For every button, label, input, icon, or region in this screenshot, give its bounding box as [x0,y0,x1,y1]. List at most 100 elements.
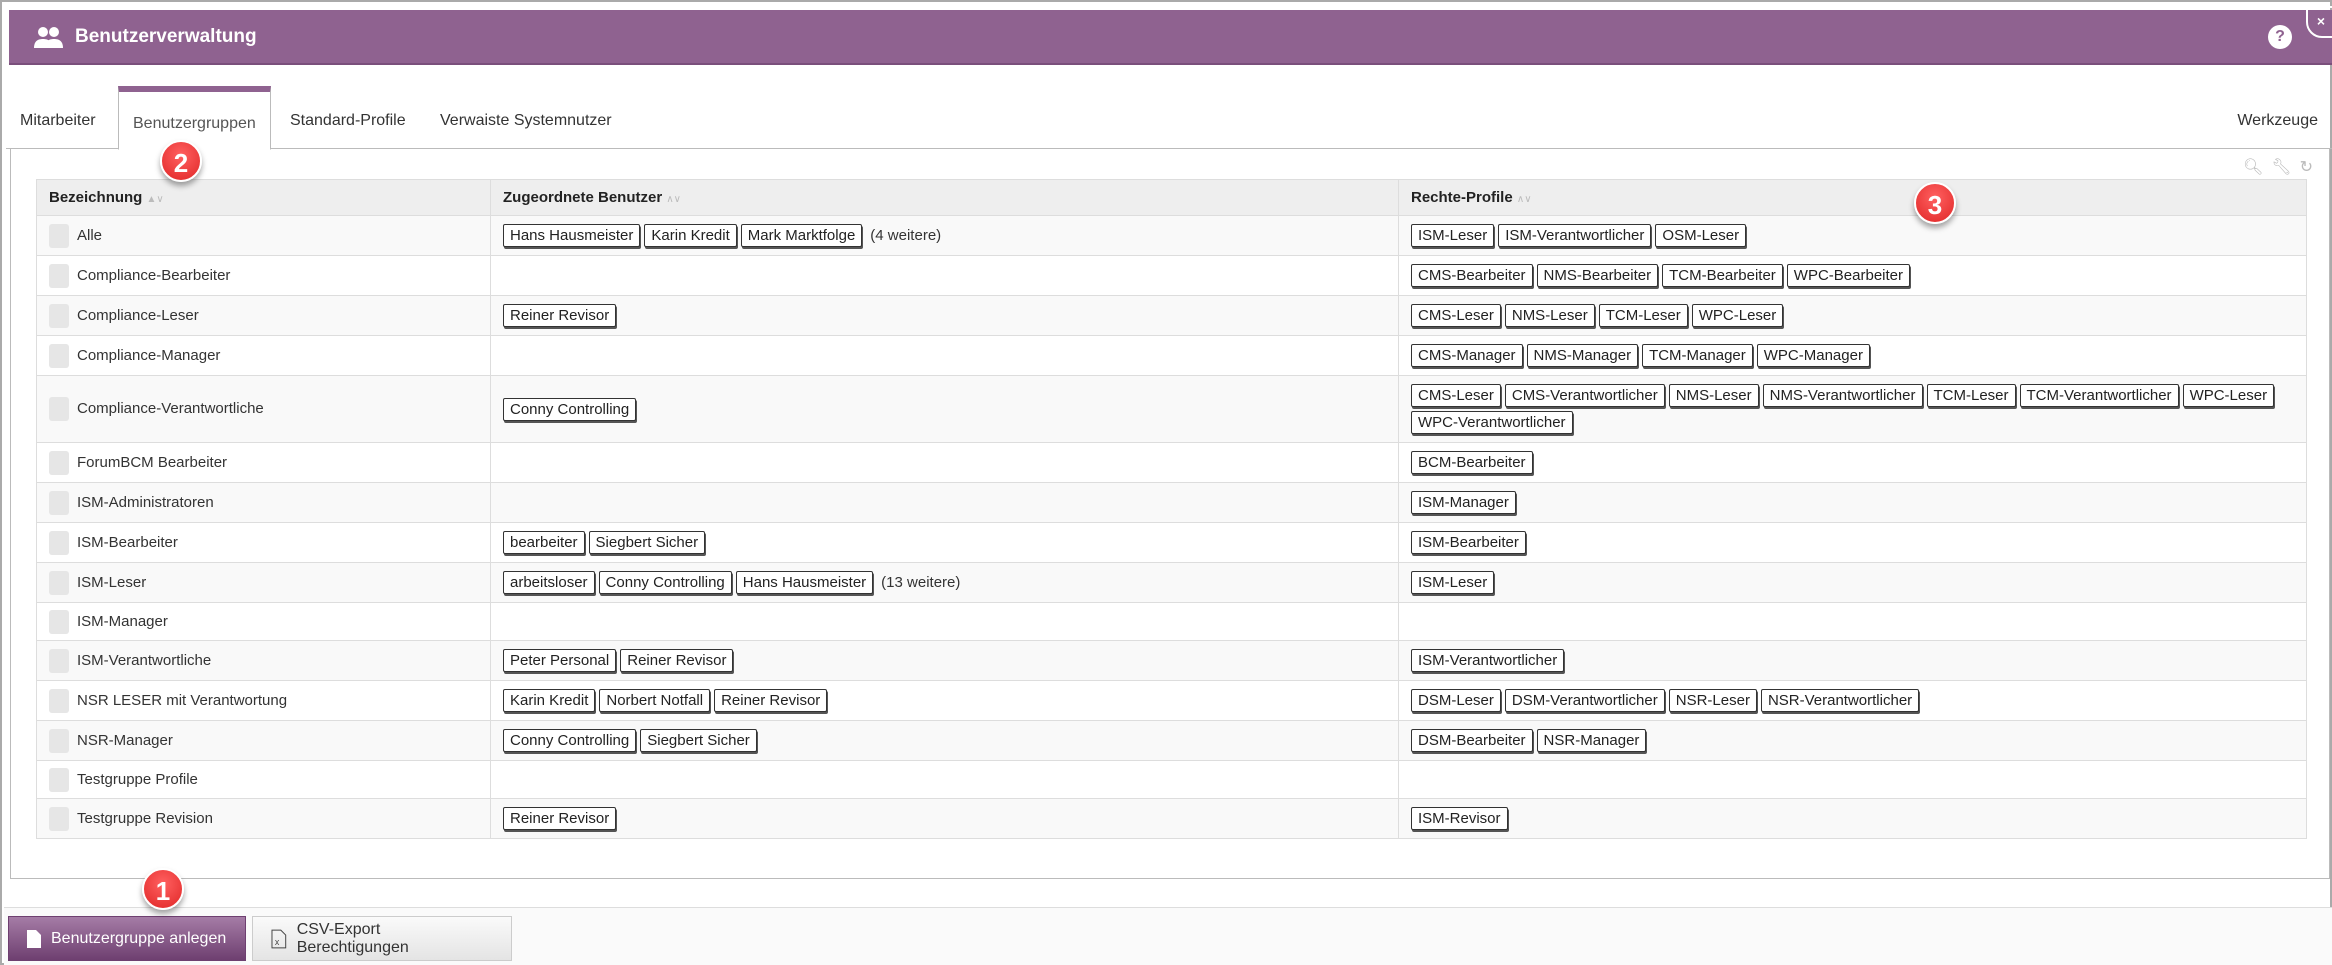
close-icon[interactable]: × [2306,6,2332,38]
profile-tag[interactable]: WPC-Verantwortlicher [1411,411,1573,434]
user-tag[interactable]: Siegbert Sicher [640,729,757,752]
table-row[interactable]: Compliance-Bearbeiter CMS-Bearbeiter NMS-B… [36,255,2307,296]
profile-tag[interactable]: CMS-Leser [1411,304,1501,327]
tab-mitarbeiter[interactable]: Mitarbeiter [20,112,96,129]
profile-tag[interactable]: ISM-Leser [1411,571,1495,594]
profile-tag[interactable]: TCM-Bearbeiter [1662,264,1783,287]
profile-tag[interactable]: WPC-Manager [1756,344,1870,367]
profile-tag[interactable]: NSR-Manager [1536,729,1647,752]
group-name-cell[interactable]: ForumBCM Bearbeiter [36,442,491,483]
column-header-benutzer[interactable]: Zugeordnete Benutzer ∧∨ [490,179,1399,216]
profile-tag[interactable]: DSM-Bearbeiter [1411,729,1533,752]
profile-tag[interactable]: NSR-Verantwortlicher [1760,689,1920,712]
table-row[interactable]: Testgruppe Profile [36,760,2307,799]
profile-tag[interactable]: NMS-Leser [1504,304,1595,327]
profile-tag[interactable]: BCM-Bearbeiter [1411,451,1533,474]
table-row[interactable]: NSR-Manager Conny Controlling Siegbert Sic… [36,720,2307,761]
group-name-cell[interactable]: Testgruppe Profile [36,760,491,799]
user-tag[interactable]: Reiner Revisor [714,689,828,712]
profile-tag[interactable]: NMS-Verantwortlicher [1762,384,1923,407]
profile-tag[interactable]: NMS-Leser [1668,384,1759,407]
group-name-cell[interactable]: Compliance-Manager [36,335,491,376]
group-name-cell[interactable]: NSR LESER mit Verantwortung [36,680,491,721]
profile-tag[interactable]: NMS-Manager [1526,344,1639,367]
user-tag[interactable]: Reiner Revisor [620,649,734,672]
user-tag[interactable]: Karin Kredit [644,224,737,247]
profile-tag[interactable]: WPC-Leser [2182,384,2275,407]
sort-icon[interactable]: ▲∨ [146,194,164,205]
profile-tag[interactable]: ISM-Verantwortlicher [1498,224,1652,247]
profile-tag[interactable]: NSR-Leser [1668,689,1757,712]
profile-tag[interactable]: CMS-Manager [1411,344,1523,367]
profile-tag[interactable]: CMS-Bearbeiter [1411,264,1533,287]
user-tag[interactable]: Karin Kredit [503,689,596,712]
group-name-cell[interactable]: Testgruppe Revision [36,798,491,839]
user-tag[interactable]: Reiner Revisor [503,807,617,830]
group-name-cell[interactable]: Compliance-Verantwortliche [36,375,491,443]
group-name-cell[interactable]: Compliance-Leser [36,295,491,336]
profile-tag[interactable]: CMS-Verantwortlicher [1504,384,1665,407]
csv-export-button[interactable]: x CSV-Export Berechtigungen [252,916,512,961]
table-row[interactable]: Compliance-Verantwortliche Conny Controll… [36,375,2307,443]
profile-tag[interactable]: TCM-Verantwortlicher [2019,384,2179,407]
profile-tag[interactable]: ISM-Manager [1411,491,1516,514]
create-group-button[interactable]: Benutzergruppe anlegen [8,916,246,961]
user-tag[interactable]: Conny Controlling [503,397,637,421]
profile-tag[interactable]: DSM-Verantwortlicher [1504,689,1665,712]
user-tag[interactable]: Hans Hausmeister [735,571,874,594]
user-tag[interactable]: Reiner Revisor [503,304,617,327]
profile-tag[interactable]: ISM-Revisor [1411,807,1508,830]
table-row[interactable]: ISM-Administratoren ISM-Manager [36,482,2307,523]
sort-icon[interactable]: ∧∨ [1516,194,1532,205]
table-row[interactable]: ISM-Manager [36,602,2307,641]
profile-tag[interactable]: TCM-Manager [1642,344,1753,367]
group-name-cell[interactable]: NSR-Manager [36,720,491,761]
sort-icon[interactable]: ∧∨ [666,194,681,205]
group-name-cell[interactable]: Alle [36,215,491,256]
user-tag[interactable]: arbeitsloser [503,571,595,594]
table-row[interactable]: ISM-Leser arbeitsloser Conny Controlling Ha… [36,562,2307,603]
user-tag[interactable]: Norbert Notfall [599,689,711,712]
user-tag[interactable]: Hans Hausmeister [503,224,641,247]
user-tag[interactable]: Peter Personal [503,649,617,672]
group-name-cell[interactable]: ISM-Administratoren [36,482,491,523]
search-icon[interactable]: 🔍︎ [2242,159,2264,176]
profile-tag[interactable]: NMS-Bearbeiter [1536,264,1659,287]
user-tag[interactable]: bearbeiter [503,531,585,554]
group-name-cell[interactable]: ISM-Manager [36,602,491,641]
group-name-cell[interactable]: ISM-Verantwortliche [36,640,491,681]
profile-tag[interactable]: ISM-Verantwortlicher [1411,649,1565,672]
profile-tag[interactable]: TCM-Leser [1598,304,1688,327]
tab-benutzergruppen[interactable]: Benutzergruppen [118,86,271,150]
profile-tag[interactable]: WPC-Bearbeiter [1786,264,1910,287]
table-row[interactable]: NSR LESER mit Verantwortung Karin Kredit N… [36,680,2307,721]
table-row[interactable]: ForumBCM Bearbeiter BCM-Bearbeiter [36,442,2307,483]
profile-tag[interactable]: DSM-Leser [1411,689,1501,712]
table-row[interactable]: Testgruppe Revision Reiner Revisor ISM-Rev… [36,798,2307,839]
group-name-cell[interactable]: Compliance-Bearbeiter [36,255,491,296]
user-tag[interactable]: Siegbert Sicher [588,531,706,554]
table-row[interactable]: Compliance-Manager CMS-Manager NMS-Manager… [36,335,2307,376]
profile-tag[interactable]: CMS-Leser [1411,384,1501,407]
user-tag[interactable]: Mark Marktfolge [740,224,863,247]
profile-tag[interactable]: WPC-Leser [1691,304,1784,327]
help-icon[interactable]: ? [2268,25,2292,49]
group-name-cell[interactable]: ISM-Bearbeiter [36,522,491,563]
user-tag[interactable]: Conny Controlling [598,571,732,594]
group-name-cell[interactable]: ISM-Leser [36,562,491,603]
wrench-icon[interactable]: 🔧︎ [2271,159,2292,176]
refresh-icon[interactable]: ↻ [2299,159,2313,176]
profile-tag[interactable]: ISM-Bearbeiter [1411,531,1526,554]
tools-menu[interactable]: Werkzeuge [2237,112,2318,129]
tab-verwaiste-systemnutzer[interactable]: Verwaiste Systemnutzer [440,112,612,129]
profile-tag[interactable]: OSM-Leser [1655,224,1747,247]
table-row[interactable]: Alle Hans Hausmeister Karin Kredit Mark Mar… [36,215,2307,256]
profile-tag[interactable]: TCM-Leser [1926,384,2016,407]
column-header-rechte-profile[interactable]: Rechte-Profile ∧∨ [1398,179,2307,216]
table-row[interactable]: ISM-Bearbeiter bearbeiter Siegbert Sicher I… [36,522,2307,563]
user-tag[interactable]: Conny Controlling [503,729,637,752]
table-row[interactable]: Compliance-Leser Reiner Revisor CMS-Leser N… [36,295,2307,336]
column-header-bezeichnung[interactable]: Bezeichnung ▲∨ [36,179,491,216]
profile-tag[interactable]: ISM-Leser [1411,224,1495,247]
table-row[interactable]: ISM-Verantwortliche Peter Personal Reiner … [36,640,2307,681]
